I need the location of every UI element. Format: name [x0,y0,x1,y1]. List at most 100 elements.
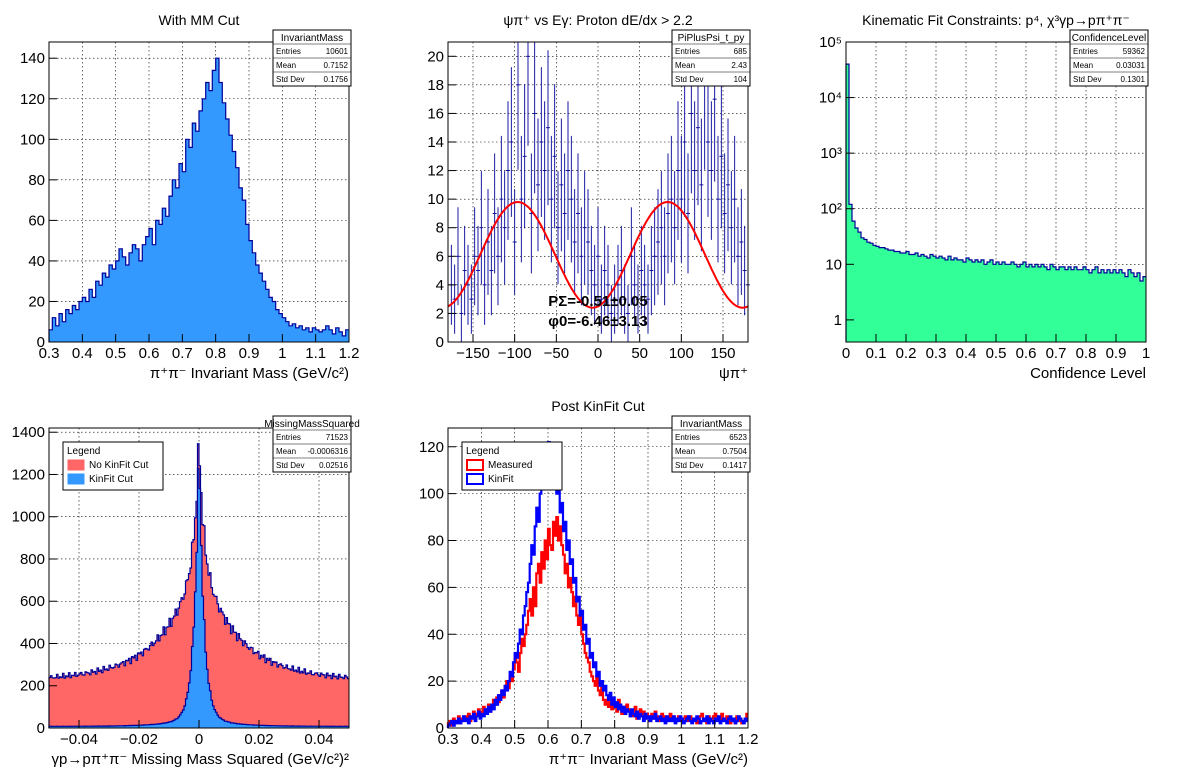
stats-key: Std Dev [276,461,304,470]
stats-key: Mean [276,447,296,456]
stats-value: 59362 [1123,47,1146,56]
legend-swatch [67,473,85,485]
y-tick-label: 10⁵ [819,34,842,51]
y-tick-label: 200 [20,678,45,695]
legend-title: Legend [67,446,100,457]
legend-swatch [67,459,85,471]
x-tick-label: 1.1 [305,345,326,362]
x-tick-label: −0.04 [60,731,98,748]
legend-swatch [466,473,484,485]
y-tick-label: 40 [427,626,444,643]
histogram-fill [49,468,349,728]
series-fit [447,200,749,309]
stats-value: 71523 [326,433,349,442]
ticks: 0.3 0.4 0.5 0.6 0.7 0.8 0.9 1 1.1 1.2 0 20 40 60 80 100… [20,50,359,362]
x-tick-label: 0.8 [1076,345,1097,362]
x-tick-label: 1.2 [738,731,759,748]
x-tick-label: 0.4 [471,731,492,748]
plot-frame [48,41,350,343]
y-tick-label: 100 [419,486,444,503]
x-axis-label: π⁺π⁻ Invariant Mass (GeV/c²) [150,365,349,382]
y-tick-label: 80 [28,172,45,189]
x-tick-label: 0 [842,345,850,362]
x-tick-label: 0 [594,345,602,362]
series-data [449,42,750,342]
panel-p2: ψπ⁺ vs Eγ: Proton dE/dx > 2.2 −150 −100 −50… [427,12,751,382]
y-tick-label: 12 [427,163,444,180]
x-tick-label: 1 [677,731,685,748]
stats-value: 104 [734,75,748,84]
stats-box: MissingMassSquared Entries 71523 Mean -0.000… [264,415,360,473]
stats-key: Entries [675,47,700,56]
x-tick-label: 0 [195,731,203,748]
y-tick-label: 8 [436,220,444,237]
x-tick-label: 0.7 [571,731,592,748]
stats-box: ConfidenceLevel Entries 59362 Mean 0.03031 St… [1069,29,1149,87]
stats-key: Entries [276,47,301,56]
series-kinfit-cut [48,467,349,728]
y-tick-label: 0 [436,720,444,737]
chart-title: Kinematic Fit Constraints: p⁴, χ³γp→pπ⁺π… [862,12,1130,28]
chart-title: Post KinFit Cut [551,398,644,414]
fit-annotation: φ0=-6.46±3.13 [548,313,647,330]
y-tick-label: 10 [427,191,444,208]
x-tick-label: 0.2 [896,345,917,362]
series-kinfit [446,441,748,728]
histogram-fill [846,64,1146,342]
legend: Legend No KinFit Cut KinFit Cut [62,441,164,491]
y-tick-label: 80 [427,533,444,550]
series-0 [48,57,349,342]
x-tick-label: −150 [456,345,490,362]
x-axis-label: ψπ⁺ [719,365,748,382]
stats-value: 0.1756 [324,75,349,84]
stats-value: 2.43 [731,61,747,70]
x-tick-label: 0.6 [1016,345,1037,362]
stats-box: InvariantMass Entries 10601 Mean 0.7152 Std D… [272,29,352,87]
x-tick-label: 0.9 [239,345,260,362]
y-tick-label: 2 [436,305,444,322]
y-tick-label: 800 [20,551,45,568]
ticks: 0.3 0.4 0.5 0.6 0.7 0.8 0.9 1 1.1 1.2 0 20 40 60 80 100… [419,439,758,748]
stats-key: Entries [675,433,700,442]
plot-frame [447,427,749,729]
ticks: −0.04 −0.02 0 0.02 0.04 0 200 400 600 800 1000 1200… [12,424,334,748]
y-tick-label: 0 [37,334,45,351]
stats-key: Mean [675,61,695,70]
x-tick-label: −0.02 [120,731,158,748]
x-tick-label: 1 [278,345,286,362]
fit-curve [447,200,749,309]
stats-key: Std Dev [675,75,703,84]
histogram-outline [48,443,349,728]
panel-p4: −0.04 −0.02 0 0.02 0.04 0 200 400 600 800 1000 1200… [12,415,360,768]
x-tick-label: 0.04 [304,731,333,748]
y-tick-label: 40 [28,253,45,270]
stats-key: Mean [675,447,695,456]
y-tick-label: 20 [28,293,45,310]
histogram-outline [48,57,349,342]
stats-box: PiPlusPsi_t_py Entries 685 Mean 2.43 Std Dev 1… [671,29,751,87]
x-tick-label: 0.3 [39,345,60,362]
y-tick-label: 14 [427,134,444,151]
chart-title: With MM Cut [159,12,240,28]
stats-value: 0.7152 [324,61,349,70]
y-tick-label: 60 [28,212,45,229]
y-tick-label: 10² [820,201,842,218]
stats-key: Std Dev [675,461,703,470]
x-tick-label: 1 [1142,345,1150,362]
y-tick-label: 4 [436,277,444,294]
x-axis-label: π⁺π⁻ Invariant Mass (GeV/c²) [549,751,748,768]
ticks: 0 0.1 0.2 0.3 0.4 0.5 0.6 0.7 0.8 0.9 1 1 10 10² 10³ 10… [819,34,1150,362]
stats-value: 0.1301 [1121,75,1146,84]
stats-key: Std Dev [276,75,304,84]
y-tick-label: 1200 [12,466,45,483]
stats-name: InvariantMass [680,419,742,430]
chart-title: ψπ⁺ vs Eγ: Proton dE/dx > 2.2 [503,12,692,28]
x-tick-label: −50 [544,345,569,362]
histogram-fill [49,58,349,342]
y-tick-label: 6 [436,248,444,265]
x-axis-label: γp→pπ⁺π⁻ Missing Mass Squared (GeV/c²)² [52,751,349,768]
y-tick-label: 120 [20,91,45,108]
x-tick-label: 0.02 [244,731,273,748]
x-tick-label: −100 [498,345,532,362]
stats-key: Mean [1073,61,1093,70]
